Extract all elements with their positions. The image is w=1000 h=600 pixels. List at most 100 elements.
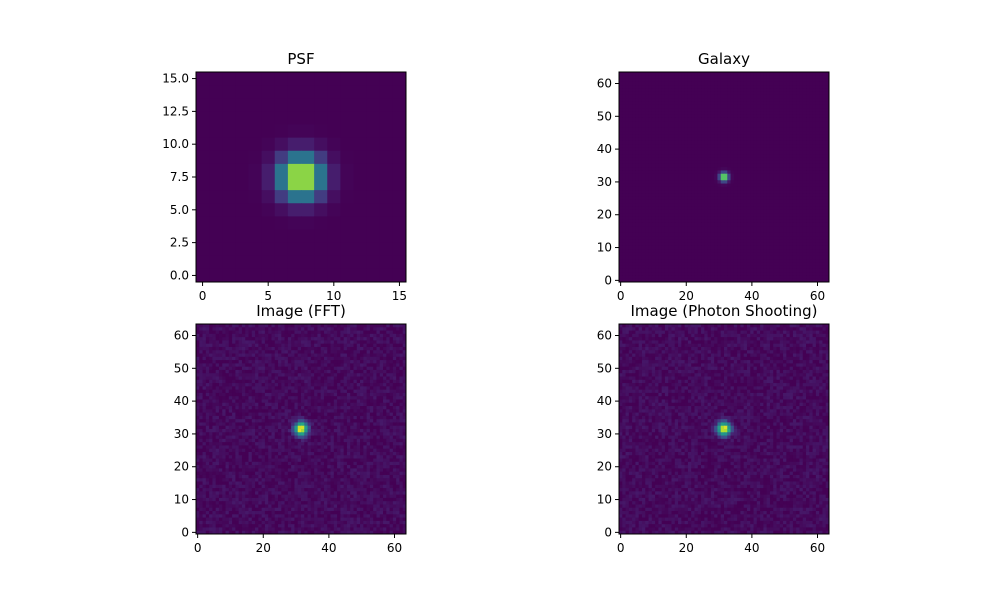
heatmap-cell [664, 213, 669, 217]
x-axis-psf: 0 5 10 15 [199, 282, 407, 303]
heatmap-cell [753, 272, 758, 276]
heatmap-cell [638, 239, 643, 244]
heatmap-cell [307, 337, 312, 341]
heatmap-cell [710, 134, 715, 139]
heatmap-cell [792, 137, 797, 142]
heatmap-cell [694, 259, 699, 263]
heatmap-cell [301, 333, 305, 338]
heatmap-cell [733, 186, 738, 191]
heatmap-cell [783, 170, 787, 175]
heatmap-cell [694, 232, 699, 237]
heatmap-cell [694, 272, 699, 276]
heatmap-cell [792, 209, 797, 214]
heatmap-cell [710, 275, 715, 280]
heatmap-cell [746, 137, 751, 142]
heatmap-cell [687, 117, 692, 122]
heatmap-cell [664, 157, 669, 162]
heatmap-cell [763, 255, 768, 260]
heatmap-cell [645, 160, 650, 165]
heatmap-cell [812, 272, 817, 276]
heatmap-cell [369, 340, 374, 345]
heatmap-cell [825, 196, 830, 201]
heatmap-cell [743, 222, 748, 227]
heatmap-cell [638, 85, 643, 89]
heatmap-cell [674, 88, 679, 93]
heatmap-cell [802, 117, 807, 122]
heatmap-cell [704, 245, 709, 250]
heatmap-cell [694, 167, 699, 171]
heatmap-cell [756, 245, 761, 250]
heatmap-cell [760, 121, 764, 125]
heatmap-cell [799, 108, 804, 112]
heatmap-cell [661, 160, 666, 165]
heatmap-cell [392, 333, 397, 338]
heatmap-cell [350, 327, 354, 332]
heatmap-cell [235, 177, 250, 191]
heatmap-cell [314, 229, 328, 244]
heatmap-cell [730, 278, 735, 283]
heatmap-cell [701, 272, 705, 276]
heatmap-cell [383, 350, 387, 355]
heatmap-cell [776, 226, 781, 230]
heatmap-cell [727, 144, 732, 148]
heatmap-cell [327, 346, 332, 351]
heatmap-cell [812, 275, 817, 280]
heatmap-cell [664, 262, 669, 267]
heatmap-cell [815, 114, 820, 119]
heatmap-cell [681, 232, 686, 237]
heatmap-cell [802, 222, 807, 227]
heatmap-cell [779, 213, 784, 217]
heatmap-cell [678, 75, 682, 80]
heatmap-cell [733, 78, 738, 83]
heatmap-cell [727, 186, 732, 191]
heatmap-cell [825, 91, 830, 96]
heatmap-cell [625, 94, 630, 99]
heatmap-cell [278, 343, 282, 348]
heatmap-cell [740, 180, 745, 185]
heatmap-cell [714, 124, 718, 129]
heatmap-cell [710, 101, 715, 106]
heatmap-cell [619, 147, 623, 152]
heatmap-cell [632, 163, 636, 168]
heatmap-cell [389, 343, 394, 348]
heatmap-cell [737, 268, 741, 273]
heatmap-cell [645, 203, 650, 208]
heatmap-cell [638, 170, 643, 175]
heatmap-cell [796, 193, 800, 198]
heatmap-cell [763, 154, 768, 158]
heatmap-cell [694, 127, 699, 132]
heatmap-cell [625, 278, 630, 283]
heatmap-cell [684, 206, 689, 211]
heatmap-cell [806, 104, 810, 109]
heatmap-cell [399, 330, 404, 335]
heatmap-cell [281, 340, 286, 345]
heatmap-cell [733, 232, 738, 237]
heatmap-cell [360, 324, 364, 328]
heatmap-cell [655, 193, 659, 198]
heatmap-cell [724, 104, 728, 109]
heatmap-cell [701, 249, 705, 253]
heatmap-cell [674, 239, 679, 244]
heatmap-cell [769, 81, 774, 86]
heatmap-cell [674, 160, 679, 165]
heatmap-cell [684, 78, 689, 83]
heatmap-cell [746, 213, 751, 217]
heatmap-cell [196, 337, 200, 341]
heatmap-cell [737, 216, 741, 221]
heatmap-cell [691, 275, 695, 280]
heatmap-cell [714, 265, 718, 270]
heatmap-cell [756, 170, 761, 175]
heatmap-cell [704, 117, 709, 122]
heatmap-cell [760, 127, 764, 132]
heatmap-cell [707, 124, 712, 129]
heatmap-cell [373, 324, 377, 328]
heatmap-cell [681, 104, 686, 109]
heatmap-cell [664, 245, 669, 250]
heatmap-cell [724, 154, 728, 158]
heatmap-cell [340, 98, 355, 112]
heatmap-cell [664, 117, 669, 122]
heatmap-cell [628, 245, 633, 250]
heatmap-cell [687, 147, 692, 152]
heatmap-cell [228, 327, 233, 332]
heatmap-cell [707, 167, 712, 171]
